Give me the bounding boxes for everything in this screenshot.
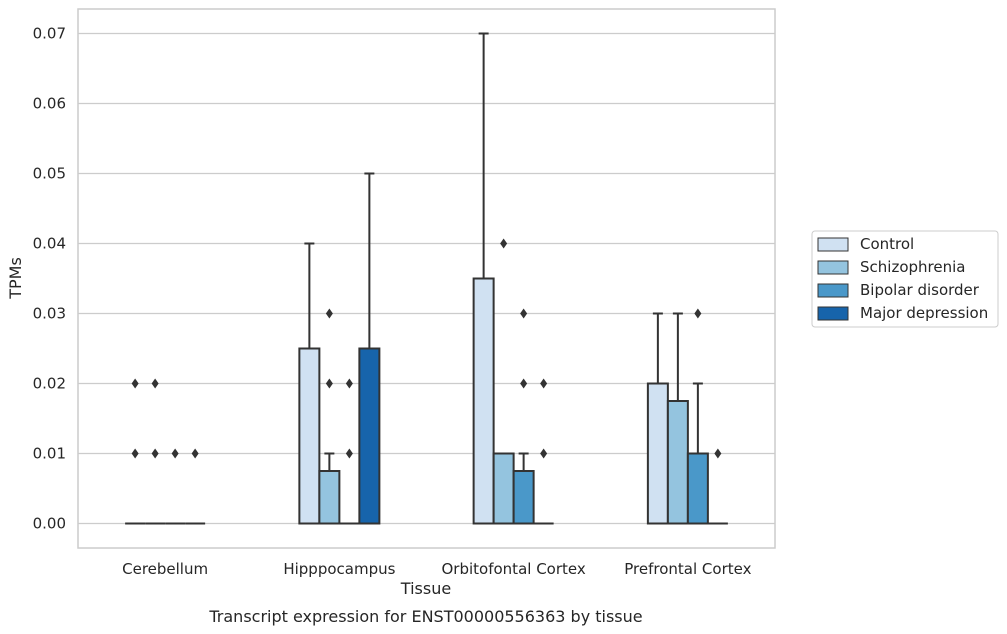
box-schizophrenia [318, 308, 341, 525]
outlier-point [151, 448, 159, 459]
outlier-point [131, 378, 139, 389]
box-body [512, 470, 535, 525]
y-tick-label: 0.07 [33, 25, 66, 43]
chart-caption: Transcript expression for ENST0000055636… [208, 607, 642, 626]
outlier-point [345, 378, 353, 389]
y-tick-label: 0.03 [33, 305, 66, 323]
box-major-depression [707, 448, 728, 525]
legend-entry: Major depression [860, 304, 988, 322]
box-body [686, 452, 709, 525]
legend: Control Schizophrenia Bipolar disorder Majo… [811, 230, 999, 328]
box-major-depression [533, 378, 554, 525]
outlier-point [325, 308, 333, 319]
y-tick-label: 0.06 [33, 95, 66, 113]
box-bipolar-disorder [165, 448, 186, 525]
box-body [646, 382, 669, 525]
box-bipolar-disorder [512, 308, 535, 525]
y-tick-label: 0.02 [33, 375, 66, 393]
outlier-point [500, 238, 508, 249]
y-axis-ticks: 0.00 0.01 0.02 0.03 0.04 0.05 0.06 0.07 [33, 25, 66, 533]
outlier-point [345, 448, 353, 459]
box-body [358, 347, 381, 525]
box-major-depression [358, 172, 381, 525]
y-axis-label: TPMs [6, 257, 25, 300]
outlier-point [151, 378, 159, 389]
box-body [492, 452, 515, 525]
outlier-point [325, 378, 333, 389]
outlier-point [191, 448, 199, 459]
outlier-point [540, 448, 548, 459]
outlier-point [714, 448, 722, 459]
box-body [318, 470, 341, 525]
box-major-depression [185, 448, 206, 525]
x-axis-ticks: Cerebellum Hipppocampus Orbitofontal Corte… [122, 560, 751, 578]
plot-frame [77, 8, 776, 549]
box-bipolar-disorder [339, 378, 360, 525]
legend-swatch [817, 306, 849, 321]
outlier-point [171, 448, 179, 459]
legend-entry: Schizophrenia [860, 258, 965, 276]
y-tick-label: 0.01 [33, 445, 66, 463]
outlier-point [694, 308, 702, 319]
box-control [125, 378, 146, 525]
box-body [298, 347, 321, 525]
outlier-point [131, 448, 139, 459]
box-schizophrenia [145, 378, 166, 525]
x-tick-label: Cerebellum [122, 560, 208, 578]
y-tick-label: 0.00 [33, 515, 66, 533]
box-schizophrenia [492, 238, 515, 525]
legend-swatch [817, 283, 849, 298]
box-control [298, 242, 321, 525]
box-control [472, 32, 495, 525]
outlier-point [520, 308, 528, 319]
y-tick-label: 0.05 [33, 165, 66, 183]
box-body [666, 400, 689, 525]
outlier-point [540, 378, 548, 389]
y-tick-label: 0.04 [33, 235, 66, 253]
boxes [125, 32, 728, 525]
legend-frame [811, 230, 999, 328]
x-axis-label: Tissue [400, 579, 451, 598]
box-schizophrenia [666, 312, 689, 525]
legend-entry: Control [860, 235, 914, 253]
legend-entry: Bipolar disorder [860, 281, 980, 299]
legend-swatch [817, 260, 849, 275]
box-bipolar-disorder [686, 308, 709, 525]
x-tick-label: Prefrontal Cortex [624, 560, 751, 578]
legend-swatch [817, 237, 849, 252]
outlier-point [520, 378, 528, 389]
box-body [472, 277, 495, 525]
x-tick-label: Hipppocampus [283, 560, 395, 578]
box-control [646, 312, 669, 525]
x-tick-label: Orbitofontal Cortex [442, 560, 586, 578]
